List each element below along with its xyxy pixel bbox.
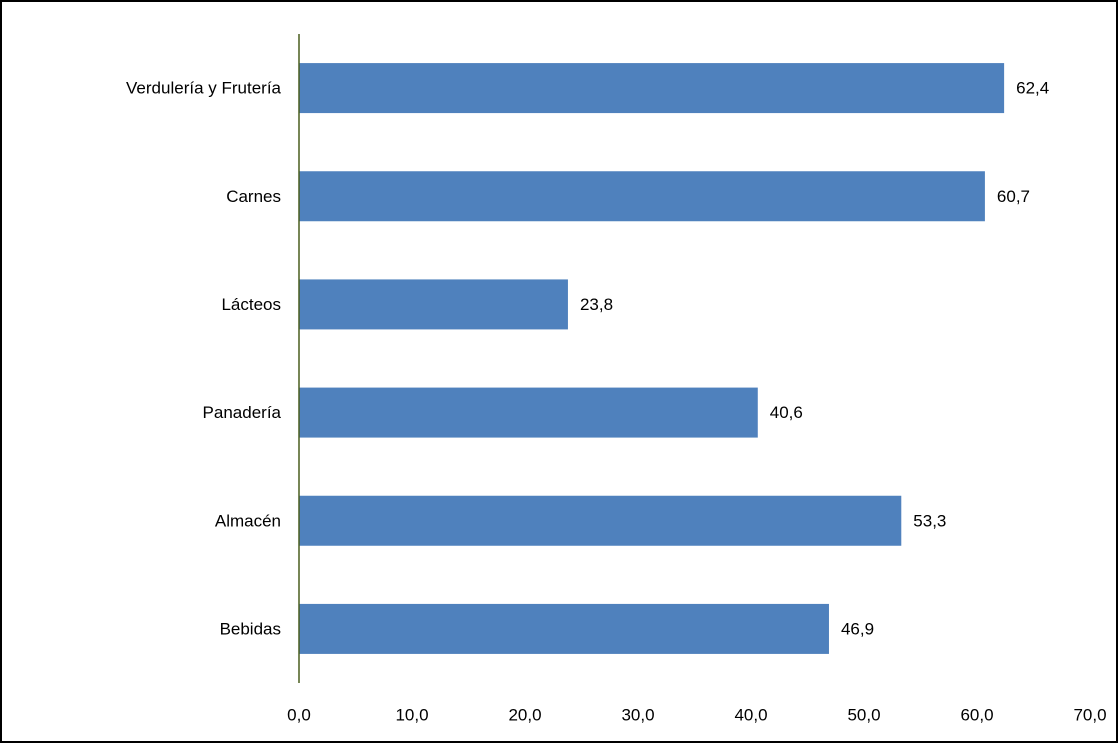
- bars-layer: [299, 63, 1005, 654]
- data-label: 60,7: [997, 187, 1030, 206]
- x-tick-label: 40,0: [734, 706, 767, 725]
- x-tick-label: 70,0: [1073, 706, 1106, 725]
- data-label: 23,8: [580, 295, 613, 314]
- category-labels: Verdulería y Frutería Carnes Lácteos Panade…: [126, 79, 282, 639]
- data-label: 46,9: [841, 619, 874, 638]
- bar-cat-3: [299, 387, 758, 438]
- bar-cat-5: [299, 603, 829, 654]
- data-label: 62,4: [1016, 79, 1049, 98]
- x-tick-label: 30,0: [621, 706, 654, 725]
- bar-cat-0: [299, 63, 1005, 114]
- bar-cat-1: [299, 171, 985, 222]
- data-label: 40,6: [770, 403, 803, 422]
- x-tick-label: 10,0: [395, 706, 428, 725]
- bar-cat-4: [299, 495, 902, 546]
- category-label: Almacén: [215, 511, 281, 530]
- category-label: Verdulería y Frutería: [126, 79, 282, 98]
- x-tick-label: 50,0: [847, 706, 880, 725]
- bar-cat-2: [299, 279, 568, 330]
- category-label: Panadería: [203, 403, 282, 422]
- category-label: Lácteos: [221, 295, 281, 314]
- x-tick-label: 60,0: [960, 706, 993, 725]
- data-label: 53,3: [913, 511, 946, 530]
- data-labels: 62,4 60,7 23,8 40,6 53,3 46,9: [580, 79, 1049, 639]
- x-tick-label: 20,0: [508, 706, 541, 725]
- category-label: Bebidas: [220, 619, 281, 638]
- x-tick-label: 0,0: [287, 706, 311, 725]
- category-label: Carnes: [226, 187, 281, 206]
- x-axis-tick-labels: 0,0 10,0 20,0 30,0 40,0 50,0 60,0 70,0: [287, 706, 1106, 725]
